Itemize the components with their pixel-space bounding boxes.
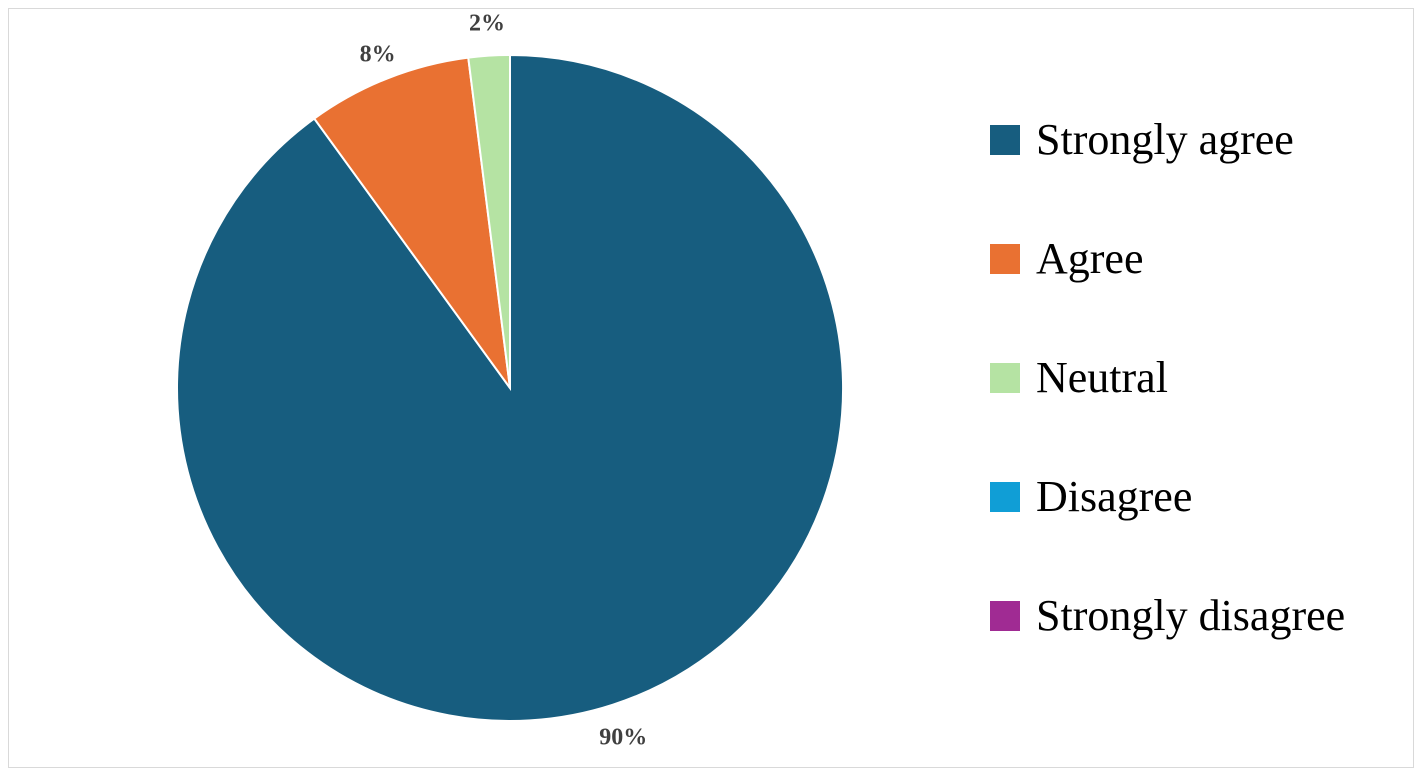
- legend-label-agree: Agree: [1036, 234, 1144, 283]
- legend-label-strongly-disagree: Strongly disagree: [1036, 591, 1346, 640]
- data-label-agree: 8%: [360, 42, 396, 68]
- legend-label-disagree: Disagree: [1036, 472, 1193, 521]
- pie-slices: [176, 53, 844, 722]
- data-label-strongly-agree: 90%: [599, 724, 647, 750]
- data-label-neutral: 2%: [469, 10, 505, 36]
- legend-item-strongly-agree: Strongly agree: [990, 108, 1410, 172]
- legend-item-agree: Agree: [990, 227, 1410, 291]
- chart-legend: Strongly agree Agree Neutral Disagree Strong…: [990, 108, 1410, 703]
- legend-swatch-strongly-disagree: [990, 601, 1020, 631]
- legend-label-neutral: Neutral: [1036, 353, 1168, 402]
- legend-swatch-neutral: [990, 363, 1020, 393]
- legend-item-strongly-disagree: Strongly disagree: [990, 584, 1410, 648]
- pie-slice-agree: [312, 56, 511, 389]
- legend-swatch-disagree: [990, 482, 1020, 512]
- legend-item-neutral: Neutral: [990, 346, 1410, 410]
- legend-swatch-agree: [990, 244, 1020, 274]
- legend-label-strongly-agree: Strongly agree: [1036, 115, 1294, 164]
- legend-swatch-strongly-agree: [990, 125, 1020, 155]
- pie-slice-neutral: [467, 53, 511, 389]
- legend-item-disagree: Disagree: [990, 465, 1410, 529]
- pie-data-labels: 90% 8% 2%: [360, 10, 648, 750]
